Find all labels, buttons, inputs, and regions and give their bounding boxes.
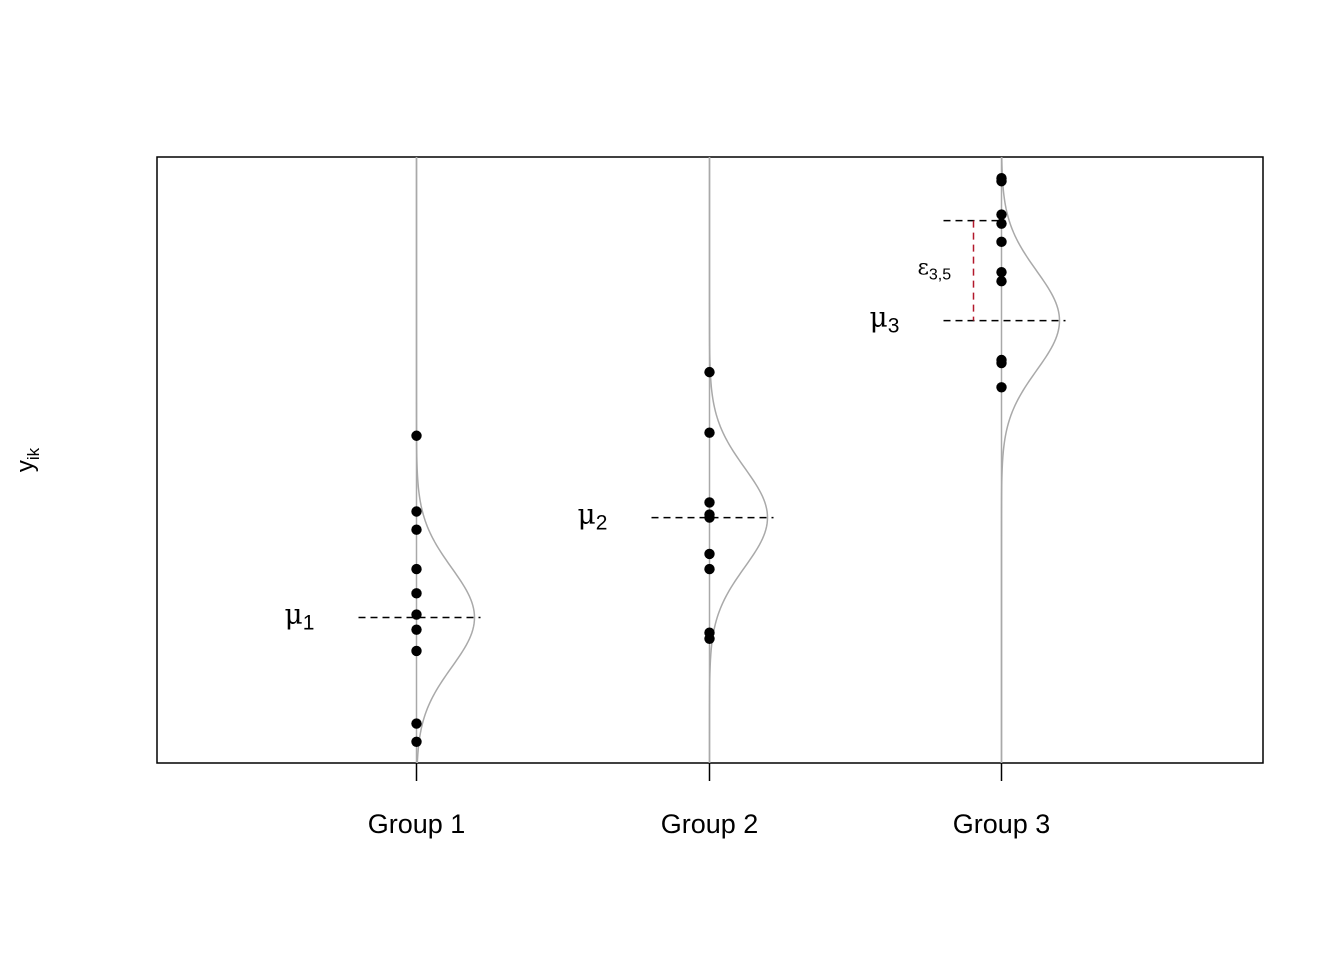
data-point <box>704 509 715 520</box>
data-point <box>996 266 1007 278</box>
data-point <box>411 736 422 747</box>
mean-label-symbol: μ <box>870 301 888 334</box>
data-point <box>704 627 715 638</box>
data-point <box>996 236 1007 248</box>
data-point <box>411 588 422 599</box>
data-point <box>996 382 1007 393</box>
data-point <box>411 506 422 517</box>
residual-label-sub: 3,5 <box>929 267 951 284</box>
data-point <box>411 624 422 635</box>
mean-label: μ3 <box>870 301 900 338</box>
x-tick-label: Group 2 <box>661 809 759 839</box>
mean-label-symbol: μ <box>578 498 596 531</box>
x-tick-label: Group 1 <box>368 809 466 839</box>
mean-label-symbol: μ <box>285 598 303 631</box>
data-point <box>411 524 422 535</box>
data-point <box>996 173 1007 184</box>
residual-label-symbol: ε <box>918 256 929 281</box>
data-point <box>411 563 422 575</box>
x-tick-label: Group 3 <box>953 809 1051 839</box>
density-curve <box>1000 156 1061 763</box>
y-axis-label: yik <box>12 447 43 472</box>
mean-label-sub: 1 <box>303 612 315 635</box>
data-point <box>704 427 715 438</box>
data-point <box>996 209 1007 220</box>
density-curve <box>415 157 476 764</box>
data-point <box>411 718 422 729</box>
y-axis-label-sub: ik <box>24 447 43 460</box>
mean-label-sub: 3 <box>888 315 900 338</box>
y-axis-label-base: y <box>12 460 39 472</box>
residual-label: ε3,5 <box>918 256 952 284</box>
data-point <box>996 354 1007 366</box>
mean-label: μ1 <box>285 598 315 635</box>
data-point <box>411 609 422 620</box>
data-point <box>996 276 1007 287</box>
mean-label: μ2 <box>578 498 608 535</box>
data-point <box>411 645 422 657</box>
mean-label-sub: 2 <box>596 512 608 535</box>
data-point <box>704 366 715 378</box>
data-point <box>704 563 715 575</box>
x-axis: Group 1 Group 2 Group 3 <box>368 763 1051 839</box>
data-point <box>704 548 715 560</box>
data-point <box>411 430 422 441</box>
data-point <box>704 497 715 508</box>
density-curve <box>708 157 769 763</box>
